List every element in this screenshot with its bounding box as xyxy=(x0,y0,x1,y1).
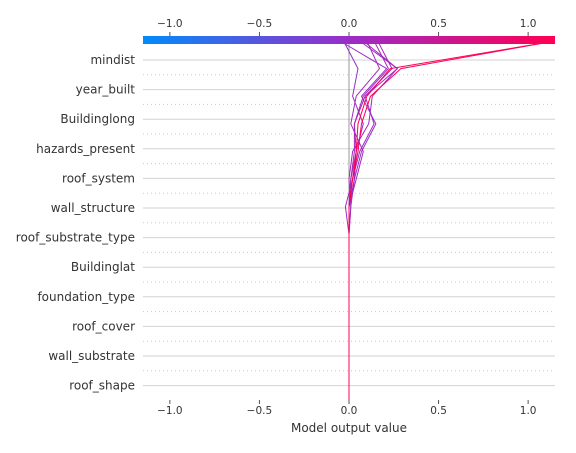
decision-line xyxy=(348,40,389,400)
decision-line xyxy=(348,40,556,400)
tick-label-top: −0.5 xyxy=(247,18,273,30)
x-axis-ticks: −1.0 −1.0 −0.5 −0.5 0.0 0.0 0.5 0.5 1.0 1.0 xyxy=(157,18,536,417)
tick-label-top: −1.0 xyxy=(157,18,183,30)
decision-line xyxy=(343,40,364,400)
decision-line xyxy=(348,40,398,400)
x-axis-title: Model output value xyxy=(291,421,407,435)
feature-label: Buildinglong xyxy=(60,112,135,126)
tick-label-bottom: 0.5 xyxy=(430,405,447,417)
decision-lines xyxy=(339,40,556,400)
feature-label: roof_system xyxy=(62,171,135,185)
feature-label: wall_structure xyxy=(51,201,135,215)
feature-label: roof_shape xyxy=(69,379,135,393)
tick-label-bottom: 0.0 xyxy=(341,405,358,417)
feature-label: foundation_type xyxy=(37,290,135,304)
feature-label: hazards_present xyxy=(36,142,135,156)
feature-label: Buildinglat xyxy=(71,260,135,274)
color-bar xyxy=(143,36,555,44)
feature-label: roof_cover xyxy=(72,319,135,333)
tick-label-bottom: 1.0 xyxy=(520,405,537,417)
feature-label: mindist xyxy=(90,53,135,67)
tick-label-top: 1.0 xyxy=(520,18,537,30)
decision-line xyxy=(348,40,556,400)
feature-label: roof_substrate_type xyxy=(16,231,135,245)
tick-label-top: 0.5 xyxy=(430,18,447,30)
tick-label-bottom: −1.0 xyxy=(157,405,183,417)
feature-label: year_built xyxy=(76,83,136,97)
tick-label-bottom: −0.5 xyxy=(247,405,273,417)
tick-label-top: 0.0 xyxy=(341,18,358,30)
decision-line xyxy=(348,40,393,400)
feature-labels: mindist year_built Buildinglong hazards_pre… xyxy=(16,53,135,393)
feature-label: wall_substrate xyxy=(48,349,135,363)
